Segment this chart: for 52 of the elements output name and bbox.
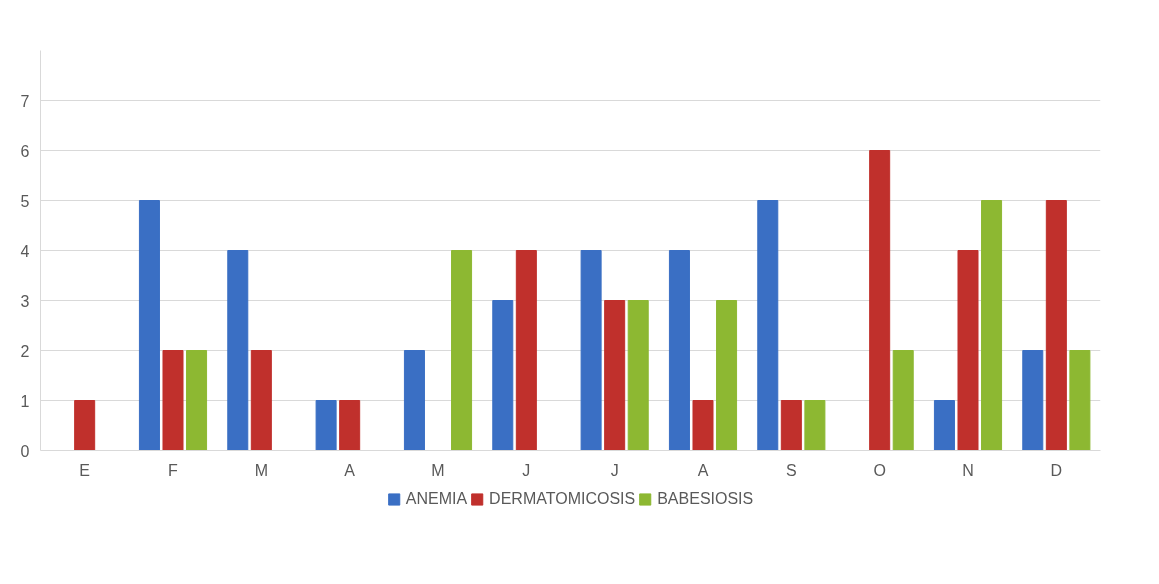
x-tick-label: E bbox=[79, 461, 90, 479]
legend-label: DERMATOMICOSIS bbox=[489, 490, 636, 508]
bar bbox=[668, 250, 690, 451]
bar bbox=[492, 300, 514, 451]
bar bbox=[627, 300, 649, 451]
x-tick-label: J bbox=[610, 461, 619, 479]
bar bbox=[186, 350, 208, 451]
bar bbox=[227, 250, 249, 451]
x-tick-label: O bbox=[873, 461, 886, 479]
x-tick-label: S bbox=[786, 461, 797, 479]
y-tick-label: 5 bbox=[20, 192, 30, 210]
bar bbox=[716, 300, 738, 451]
bar bbox=[162, 350, 184, 451]
bar bbox=[250, 350, 272, 451]
y-tick-label: 4 bbox=[20, 242, 30, 260]
bar bbox=[315, 400, 337, 451]
x-tick-label: D bbox=[1050, 461, 1063, 479]
x-tick-label: A bbox=[697, 461, 709, 479]
bar bbox=[804, 400, 826, 451]
bar bbox=[138, 200, 160, 451]
bar bbox=[580, 250, 602, 451]
y-tick-label: 3 bbox=[20, 292, 30, 310]
y-tick-label: 0 bbox=[20, 442, 30, 460]
bar bbox=[1022, 350, 1044, 451]
bar bbox=[403, 350, 425, 451]
bar bbox=[339, 400, 361, 451]
y-tick-label: 6 bbox=[20, 142, 30, 160]
bar bbox=[1045, 200, 1067, 451]
y-tick-label: 2 bbox=[20, 342, 30, 360]
bar bbox=[451, 250, 473, 451]
bar bbox=[892, 350, 914, 451]
x-tick-label: F bbox=[168, 461, 179, 479]
bar bbox=[604, 300, 626, 451]
x-tick-label: J bbox=[522, 461, 531, 479]
bar bbox=[515, 250, 537, 451]
x-tick-label: A bbox=[344, 461, 356, 479]
bar bbox=[780, 400, 802, 451]
bar bbox=[1069, 350, 1091, 451]
x-tick-label: M bbox=[254, 461, 268, 479]
bar bbox=[74, 400, 96, 451]
x-tick-label: N bbox=[962, 461, 974, 479]
bar bbox=[981, 200, 1003, 451]
legend-label: ANEMIA bbox=[405, 490, 468, 508]
y-tick-label: 7 bbox=[20, 92, 30, 110]
bar bbox=[957, 250, 979, 451]
bar bbox=[933, 400, 955, 451]
bar bbox=[692, 400, 714, 451]
y-tick-label: 1 bbox=[20, 392, 30, 410]
x-tick-label: M bbox=[431, 461, 445, 479]
legend-label: BABESIOSIS bbox=[657, 490, 754, 508]
bar bbox=[869, 150, 891, 451]
bar bbox=[757, 200, 779, 451]
